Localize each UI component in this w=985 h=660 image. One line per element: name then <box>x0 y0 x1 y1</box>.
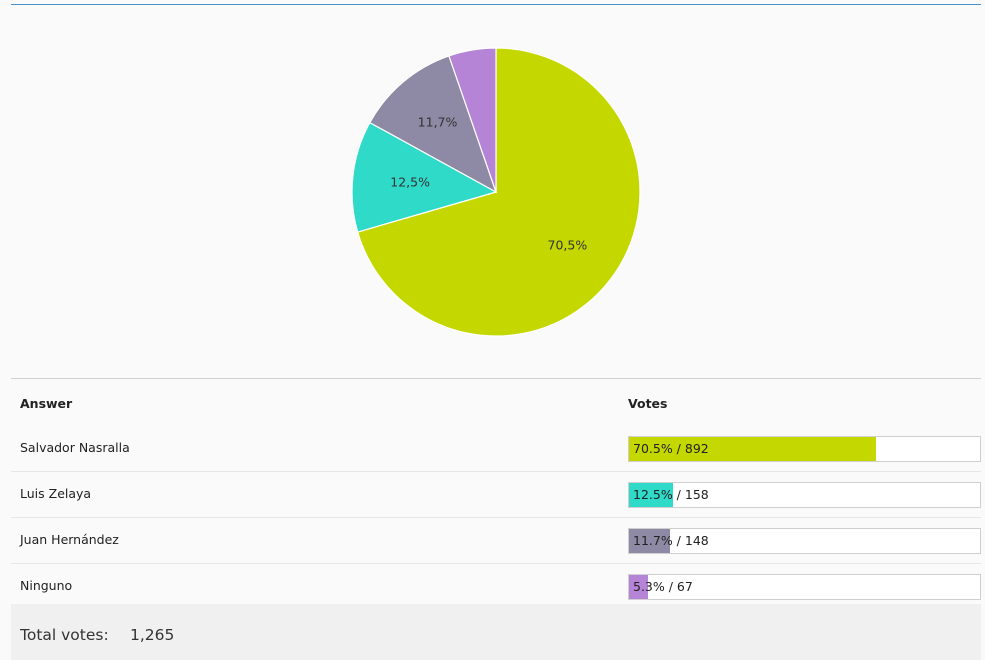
pie-slice-3 <box>448 47 497 193</box>
total-votes-footer: Total votes: 1,265 <box>11 604 981 660</box>
results-table: Answer Votes Salvador Nasralla 70.5% / 8… <box>11 378 981 609</box>
pie-slice-0 <box>356 47 641 337</box>
answer-name: Salvador Nasralla <box>20 440 130 455</box>
vote-bar-fill <box>629 529 671 553</box>
vote-bar-fill <box>629 437 877 461</box>
pie-slice-label-2: 11,7% <box>418 115 458 130</box>
votes-column-header: Votes <box>628 396 668 411</box>
vote-bar-track: 12.5% / 158 <box>628 482 981 508</box>
total-votes-value: 1,265 <box>130 626 175 644</box>
vote-bar-label: 70.5% / 892 <box>633 441 709 456</box>
pie-chart: 70,5% 12,5% 11,7% <box>351 47 641 337</box>
table-row: Luis Zelaya 12.5% / 158 <box>11 472 981 518</box>
table-row: Juan Hernández 11.7% / 148 <box>11 518 981 564</box>
table-header: Answer Votes <box>11 379 981 426</box>
pie-slice-2 <box>369 55 498 194</box>
vote-bar-track: 11.7% / 148 <box>628 528 981 554</box>
vote-bar-label: 12.5% / 158 <box>633 487 709 502</box>
table-row: Salvador Nasralla 70.5% / 892 <box>11 426 981 472</box>
answer-name: Ninguno <box>20 578 73 593</box>
answer-column-header: Answer <box>20 396 73 411</box>
pie-slice-label-1: 12,5% <box>390 174 430 189</box>
pie-slice-label-0: 70,5% <box>548 238 588 253</box>
vote-bar-track: 5.3% / 67 <box>628 574 981 600</box>
vote-bar-fill <box>629 575 648 599</box>
answer-name: Juan Hernández <box>20 532 119 547</box>
pie-slice-1 <box>351 121 498 233</box>
vote-bar-label: 5.3% / 67 <box>633 579 693 594</box>
table-row: Ninguno 5.3% / 67 <box>11 564 981 609</box>
answer-name: Luis Zelaya <box>20 486 92 501</box>
total-votes-label: Total votes: <box>20 626 109 644</box>
vote-bar-label: 11.7% / 148 <box>633 533 709 548</box>
vote-bar-track: 70.5% / 892 <box>628 436 981 462</box>
top-divider <box>11 4 981 5</box>
vote-bar-fill <box>629 483 673 507</box>
